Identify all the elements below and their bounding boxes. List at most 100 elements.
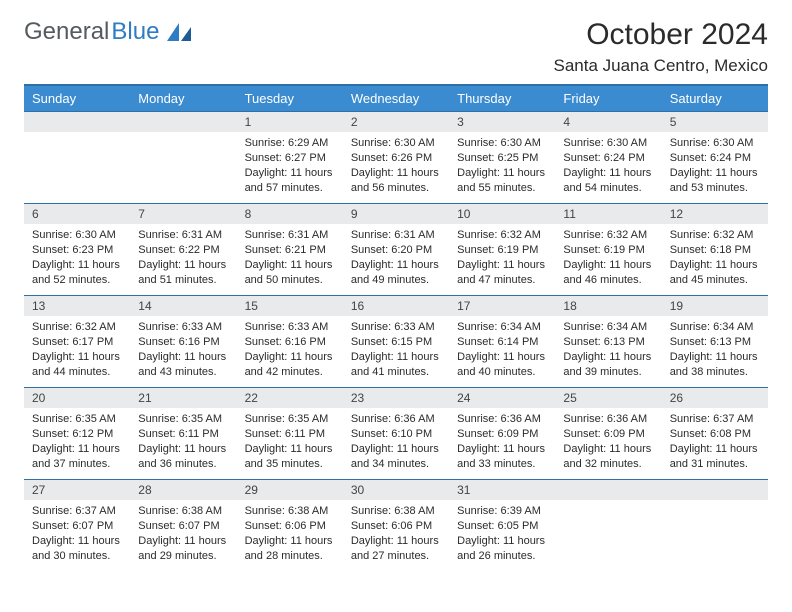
- day-number: 9: [343, 204, 449, 224]
- day-details: Sunrise: 6:36 AMSunset: 6:10 PMDaylight:…: [343, 408, 449, 477]
- calendar-cell: 7Sunrise: 6:31 AMSunset: 6:22 PMDaylight…: [130, 204, 236, 296]
- day-number: 16: [343, 296, 449, 316]
- calendar-cell: 22Sunrise: 6:35 AMSunset: 6:11 PMDayligh…: [237, 388, 343, 480]
- day-details: Sunrise: 6:30 AMSunset: 6:24 PMDaylight:…: [555, 132, 661, 201]
- day-header: Monday: [130, 85, 236, 112]
- calendar-body: 1Sunrise: 6:29 AMSunset: 6:27 PMDaylight…: [24, 112, 768, 572]
- day-details: Sunrise: 6:35 AMSunset: 6:11 PMDaylight:…: [130, 408, 236, 477]
- day-details: Sunrise: 6:36 AMSunset: 6:09 PMDaylight:…: [449, 408, 555, 477]
- day-number: 28: [130, 480, 236, 500]
- day-number: 12: [662, 204, 768, 224]
- calendar-cell: 4Sunrise: 6:30 AMSunset: 6:24 PMDaylight…: [555, 112, 661, 204]
- calendar-cell: 31Sunrise: 6:39 AMSunset: 6:05 PMDayligh…: [449, 480, 555, 572]
- day-header: Sunday: [24, 85, 130, 112]
- day-details: Sunrise: 6:32 AMSunset: 6:18 PMDaylight:…: [662, 224, 768, 293]
- day-number: 31: [449, 480, 555, 500]
- day-number: 7: [130, 204, 236, 224]
- logo: GeneralBlue: [24, 18, 193, 46]
- day-details: Sunrise: 6:38 AMSunset: 6:07 PMDaylight:…: [130, 500, 236, 569]
- day-header: Saturday: [662, 85, 768, 112]
- day-details: Sunrise: 6:35 AMSunset: 6:12 PMDaylight:…: [24, 408, 130, 477]
- day-details: Sunrise: 6:32 AMSunset: 6:17 PMDaylight:…: [24, 316, 130, 385]
- day-number: 21: [130, 388, 236, 408]
- calendar-cell: 25Sunrise: 6:36 AMSunset: 6:09 PMDayligh…: [555, 388, 661, 480]
- day-number: 23: [343, 388, 449, 408]
- location: Santa Juana Centro, Mexico: [553, 56, 768, 76]
- day-details: Sunrise: 6:37 AMSunset: 6:08 PMDaylight:…: [662, 408, 768, 477]
- day-details: Sunrise: 6:30 AMSunset: 6:26 PMDaylight:…: [343, 132, 449, 201]
- day-details: Sunrise: 6:33 AMSunset: 6:16 PMDaylight:…: [237, 316, 343, 385]
- calendar-cell: 5Sunrise: 6:30 AMSunset: 6:24 PMDaylight…: [662, 112, 768, 204]
- day-number: 10: [449, 204, 555, 224]
- day-details: Sunrise: 6:36 AMSunset: 6:09 PMDaylight:…: [555, 408, 661, 477]
- calendar-cell: 3Sunrise: 6:30 AMSunset: 6:25 PMDaylight…: [449, 112, 555, 204]
- day-details: Sunrise: 6:34 AMSunset: 6:13 PMDaylight:…: [662, 316, 768, 385]
- day-number: 18: [555, 296, 661, 316]
- day-number: 11: [555, 204, 661, 224]
- calendar-cell: 15Sunrise: 6:33 AMSunset: 6:16 PMDayligh…: [237, 296, 343, 388]
- day-details: Sunrise: 6:33 AMSunset: 6:16 PMDaylight:…: [130, 316, 236, 385]
- day-number-empty: [555, 480, 661, 500]
- day-number: 26: [662, 388, 768, 408]
- calendar-week: 20Sunrise: 6:35 AMSunset: 6:12 PMDayligh…: [24, 388, 768, 480]
- day-details: Sunrise: 6:35 AMSunset: 6:11 PMDaylight:…: [237, 408, 343, 477]
- day-header: Friday: [555, 85, 661, 112]
- header: GeneralBlue October 2024 Santa Juana Cen…: [24, 18, 768, 76]
- day-number: 25: [555, 388, 661, 408]
- calendar-cell: 6Sunrise: 6:30 AMSunset: 6:23 PMDaylight…: [24, 204, 130, 296]
- calendar-cell: 2Sunrise: 6:30 AMSunset: 6:26 PMDaylight…: [343, 112, 449, 204]
- day-details: Sunrise: 6:34 AMSunset: 6:13 PMDaylight:…: [555, 316, 661, 385]
- day-number-empty: [24, 112, 130, 132]
- day-number-empty: [662, 480, 768, 500]
- calendar-cell: 23Sunrise: 6:36 AMSunset: 6:10 PMDayligh…: [343, 388, 449, 480]
- day-details: Sunrise: 6:30 AMSunset: 6:24 PMDaylight:…: [662, 132, 768, 201]
- day-number: 3: [449, 112, 555, 132]
- day-number: 24: [449, 388, 555, 408]
- calendar-cell: 29Sunrise: 6:38 AMSunset: 6:06 PMDayligh…: [237, 480, 343, 572]
- day-details: Sunrise: 6:29 AMSunset: 6:27 PMDaylight:…: [237, 132, 343, 201]
- day-number-empty: [130, 112, 236, 132]
- calendar-cell: 27Sunrise: 6:37 AMSunset: 6:07 PMDayligh…: [24, 480, 130, 572]
- day-details: Sunrise: 6:37 AMSunset: 6:07 PMDaylight:…: [24, 500, 130, 569]
- calendar-cell: [555, 480, 661, 572]
- day-number: 8: [237, 204, 343, 224]
- calendar-cell: 1Sunrise: 6:29 AMSunset: 6:27 PMDaylight…: [237, 112, 343, 204]
- calendar-cell: [24, 112, 130, 204]
- day-number: 6: [24, 204, 130, 224]
- calendar-table: SundayMondayTuesdayWednesdayThursdayFrid…: [24, 84, 768, 572]
- calendar-cell: 21Sunrise: 6:35 AMSunset: 6:11 PMDayligh…: [130, 388, 236, 480]
- day-details: Sunrise: 6:39 AMSunset: 6:05 PMDaylight:…: [449, 500, 555, 569]
- day-number: 19: [662, 296, 768, 316]
- calendar-cell: 12Sunrise: 6:32 AMSunset: 6:18 PMDayligh…: [662, 204, 768, 296]
- calendar-cell: 30Sunrise: 6:38 AMSunset: 6:06 PMDayligh…: [343, 480, 449, 572]
- day-details: Sunrise: 6:32 AMSunset: 6:19 PMDaylight:…: [449, 224, 555, 293]
- day-number: 22: [237, 388, 343, 408]
- calendar-cell: 9Sunrise: 6:31 AMSunset: 6:20 PMDaylight…: [343, 204, 449, 296]
- day-number: 15: [237, 296, 343, 316]
- calendar-cell: 14Sunrise: 6:33 AMSunset: 6:16 PMDayligh…: [130, 296, 236, 388]
- calendar-week: 6Sunrise: 6:30 AMSunset: 6:23 PMDaylight…: [24, 204, 768, 296]
- day-details: Sunrise: 6:38 AMSunset: 6:06 PMDaylight:…: [343, 500, 449, 569]
- calendar-week: 1Sunrise: 6:29 AMSunset: 6:27 PMDaylight…: [24, 112, 768, 204]
- day-number: 4: [555, 112, 661, 132]
- logo-text-general: General: [24, 18, 109, 46]
- day-details: Sunrise: 6:31 AMSunset: 6:22 PMDaylight:…: [130, 224, 236, 293]
- logo-text-blue: Blue: [111, 18, 159, 46]
- title-block: October 2024 Santa Juana Centro, Mexico: [553, 18, 768, 76]
- calendar-cell: 8Sunrise: 6:31 AMSunset: 6:21 PMDaylight…: [237, 204, 343, 296]
- day-header: Tuesday: [237, 85, 343, 112]
- calendar-week: 13Sunrise: 6:32 AMSunset: 6:17 PMDayligh…: [24, 296, 768, 388]
- day-number: 13: [24, 296, 130, 316]
- calendar-cell: 19Sunrise: 6:34 AMSunset: 6:13 PMDayligh…: [662, 296, 768, 388]
- day-details: Sunrise: 6:31 AMSunset: 6:21 PMDaylight:…: [237, 224, 343, 293]
- calendar-cell: 10Sunrise: 6:32 AMSunset: 6:19 PMDayligh…: [449, 204, 555, 296]
- calendar-cell: 16Sunrise: 6:33 AMSunset: 6:15 PMDayligh…: [343, 296, 449, 388]
- calendar-cell: 26Sunrise: 6:37 AMSunset: 6:08 PMDayligh…: [662, 388, 768, 480]
- calendar-cell: [130, 112, 236, 204]
- calendar-cell: 13Sunrise: 6:32 AMSunset: 6:17 PMDayligh…: [24, 296, 130, 388]
- day-header: Thursday: [449, 85, 555, 112]
- day-number: 27: [24, 480, 130, 500]
- calendar-head: SundayMondayTuesdayWednesdayThursdayFrid…: [24, 85, 768, 112]
- day-details: Sunrise: 6:34 AMSunset: 6:14 PMDaylight:…: [449, 316, 555, 385]
- day-details: Sunrise: 6:32 AMSunset: 6:19 PMDaylight:…: [555, 224, 661, 293]
